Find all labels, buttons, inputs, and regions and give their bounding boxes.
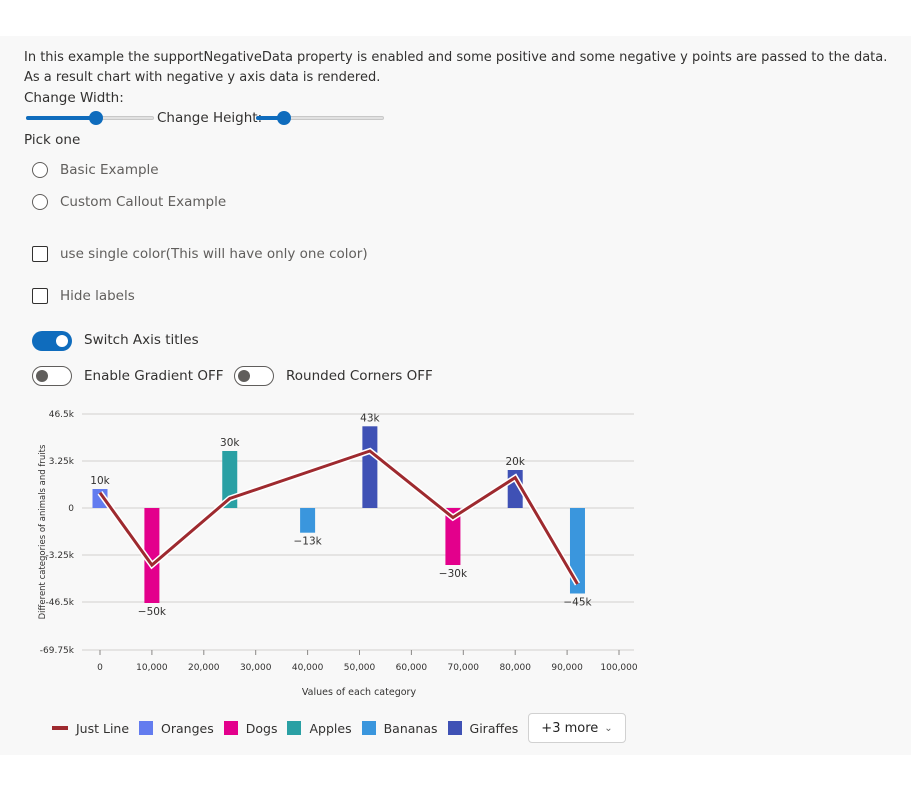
radio-basic-example-label: Basic Example [60, 162, 159, 178]
legend-item-oranges[interactable]: Oranges [139, 721, 214, 736]
x-tick-label: 0 [97, 663, 103, 673]
x-tick-label: 60,000 [396, 663, 428, 673]
bar-dogs [144, 508, 160, 603]
bar-apples [222, 451, 238, 508]
bar-data-label: −13k [293, 536, 322, 548]
change-width-thumb[interactable] [89, 111, 104, 125]
line-series-halo [97, 447, 581, 586]
legend-swatch-oranges [139, 721, 154, 735]
bar-data-label: 43k [360, 412, 380, 424]
bar-data-label: −45k [563, 597, 592, 609]
bar-data-label: −50k [138, 606, 167, 618]
legend-item-just-line[interactable]: Just Line [52, 721, 129, 736]
bar-data-label: −30k [439, 568, 468, 580]
y-tick-label: -46.5k [46, 598, 75, 608]
rounded-corners-label: Rounded Corners OFF [286, 368, 433, 384]
bar-giraffes [362, 426, 378, 508]
x-tick-label: 10,000 [136, 663, 168, 673]
change-height-thumb[interactable] [277, 111, 292, 125]
y-tick-label: 46.5k [49, 410, 75, 420]
line-series-just-line [98, 449, 579, 585]
y-tick-label: -3.25k [46, 551, 75, 561]
x-tick-label: 40,000 [292, 663, 324, 673]
legend-swatch-dogs [223, 721, 238, 735]
bar-data-label: 10k [90, 475, 110, 487]
description-text: In this example the supportNegativeData … [24, 50, 888, 85]
legend-more-label: +3 more [541, 720, 599, 736]
y-axis-title: Different categories of animals and frui… [38, 444, 48, 619]
bar-data-label: 30k [220, 437, 240, 449]
x-tick-label: 30,000 [240, 663, 272, 673]
bar-chart: 46.5k 3.25k 0 -3.25k -46.5k -69.75k 0 10,000 20,… [38, 410, 638, 698]
legend-swatch-bananas [361, 721, 376, 735]
x-tick-label: 70,000 [448, 663, 480, 673]
x-tick-label: 50,000 [344, 663, 376, 673]
legend-item-apples[interactable]: Apples [287, 720, 352, 736]
x-tick-label: 20,000 [188, 663, 220, 673]
x-tick-label: 80,000 [499, 663, 531, 673]
radio-custom-callout-example[interactable] [32, 194, 48, 210]
change-height-label: Change Height: [157, 110, 263, 126]
legend-swatch-giraffes [447, 721, 462, 735]
x-axis-title: Values of each category [302, 687, 417, 698]
legend-label: Bananas [383, 720, 438, 736]
bar-bananas [300, 508, 316, 533]
change-width-slider[interactable] [26, 108, 154, 128]
hide-labels-label: Hide labels [60, 288, 135, 304]
chevron-down-icon: ⌄ [604, 722, 613, 734]
bar-data-label: 20k [505, 456, 525, 468]
y-tick-label: 3.25k [49, 457, 75, 467]
legend-label: Just Line [76, 720, 130, 736]
hide-labels-checkbox[interactable] [32, 288, 48, 304]
y-tick-label: 0 [68, 504, 74, 514]
switch-axis-titles-toggle[interactable] [32, 331, 72, 351]
legend-swatch-just-line [52, 726, 68, 730]
rounded-corners-toggle[interactable] [234, 366, 274, 386]
enable-gradient-toggle[interactable] [32, 366, 72, 386]
legend-item-giraffes[interactable]: Giraffes [447, 720, 519, 736]
legend-more-button[interactable]: +3 more ⌄ [528, 713, 626, 743]
legend-item-bananas[interactable]: Bananas [361, 720, 438, 736]
legend-label: Apples [309, 720, 352, 736]
change-height-fill [256, 116, 285, 120]
x-tick-label: 100,000 [600, 663, 637, 673]
single-color-checkbox[interactable] [32, 246, 48, 262]
legend-item-dogs[interactable]: Dogs [223, 720, 278, 736]
chart-legend: Just Line Oranges Dogs Apples Bananas Gi… [52, 712, 626, 744]
pick-one-label: Pick one [24, 132, 81, 148]
bar-dogs [445, 508, 461, 565]
enable-gradient-label: Enable Gradient OFF [84, 368, 224, 384]
legend-label: Giraffes [469, 720, 519, 736]
legend-swatch-apples [287, 721, 302, 735]
single-color-label: use single color(This will have only one… [60, 246, 368, 262]
change-width-label: Change Width: [24, 90, 124, 106]
y-tick-label: -69.75k [40, 646, 75, 656]
radio-custom-callout-example-label: Custom Callout Example [60, 194, 227, 210]
legend-label: Oranges [161, 720, 214, 736]
example-panel [0, 36, 911, 755]
legend-label: Dogs [245, 720, 278, 736]
change-height-slider[interactable] [256, 108, 384, 128]
x-tick-label: 90,000 [551, 663, 583, 673]
change-width-fill [26, 116, 97, 120]
switch-axis-titles-label: Switch Axis titles [84, 332, 199, 348]
radio-basic-example[interactable] [32, 162, 48, 178]
